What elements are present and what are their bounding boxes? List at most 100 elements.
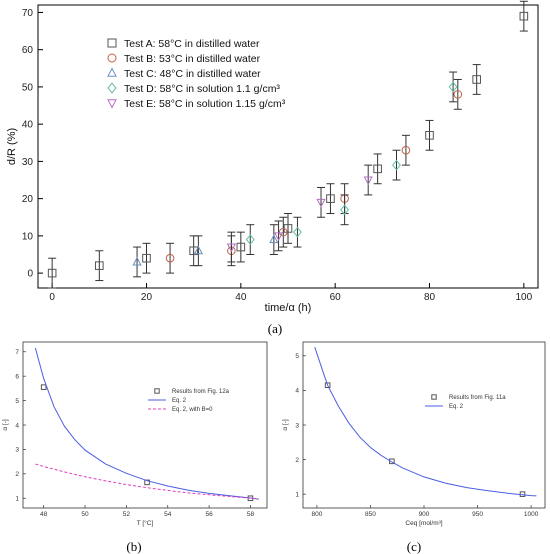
data-point (144, 479, 150, 486)
x-tick-label: 800 (311, 511, 322, 518)
y-tick-label: 10 (22, 231, 34, 242)
x-tick-label: 900 (419, 511, 430, 518)
series-3 (245, 71, 458, 255)
panel-label-b: (b) (126, 539, 141, 554)
legend-marker (431, 394, 437, 400)
data-point (472, 75, 481, 84)
panel-c: 800 850 900 950 1000 1 2 3 4 5 Ceq [mol/m³] α [-] Re… (282, 341, 546, 554)
data-point (316, 198, 326, 208)
y-tick-label: 6 (15, 373, 19, 380)
legend-marker (107, 82, 117, 94)
series-line (35, 463, 259, 500)
x-tick-label: 950 (472, 511, 483, 518)
legend-label: Eq. 2 (449, 404, 464, 410)
data-point (373, 164, 382, 174)
x-tick-label: 54 (164, 511, 172, 518)
series-line (314, 347, 537, 497)
y-tick-label: 0 (27, 269, 33, 280)
panel-label-c: (c) (407, 539, 421, 554)
data-point (40, 384, 47, 390)
y-tick-label: 2 (15, 471, 19, 478)
legend-label: Eq. 2 (172, 398, 187, 404)
y-tick-label: 3 (295, 422, 299, 429)
data-point (132, 256, 142, 266)
legend: Results from Fig. 11a Eq. 2 (425, 394, 506, 410)
legend-label: Test B: 53°C in distilled water (124, 53, 261, 65)
y-tick-label: 40 (22, 120, 34, 131)
data-point (165, 253, 175, 263)
legend: Test A: 58°C in distilled water Test B: 5… (107, 38, 286, 110)
legend-label: Test C: 48°C in distilled water (124, 68, 261, 80)
y-tick-label: 30 (22, 157, 34, 168)
x-tick-label: 52 (123, 511, 131, 518)
x-axis-label: T [°C] (137, 519, 154, 527)
y-axis-label: α [-] (282, 419, 289, 431)
y-tick-label: 3 (15, 447, 19, 454)
data-point (273, 232, 284, 242)
series-line (34, 347, 259, 500)
x-tick-label: 60 (330, 292, 342, 303)
panel-label-a: (a) (268, 321, 282, 336)
x-tick-label: 850 (365, 511, 376, 518)
data-point (226, 243, 237, 253)
y-tick-label: 4 (295, 388, 299, 395)
data-point (392, 159, 401, 171)
x-tick-label: 50 (81, 511, 89, 518)
plot-frame (302, 341, 546, 509)
legend-label: Results from Fig. 12a (172, 389, 230, 395)
x-tick-label: 20 (141, 292, 153, 303)
data-point (340, 204, 350, 216)
legend-marker (107, 99, 117, 109)
y-tick-label: 1 (295, 491, 299, 498)
data-point (448, 81, 458, 93)
x-axis-label: time/α (h) (265, 302, 312, 314)
y-tick-label: 60 (22, 45, 34, 56)
y-tick-label: 20 (22, 194, 34, 205)
legend-marker (107, 38, 117, 48)
data-point (401, 145, 411, 155)
series-2 (132, 224, 279, 278)
data-point (278, 227, 288, 237)
x-axis-label: Ceq [mol/m³] (405, 520, 442, 527)
data-point (326, 194, 335, 203)
data-point (292, 226, 302, 238)
y-axis-label: d/R (%) (6, 128, 18, 165)
y-tick-label: 5 (295, 353, 299, 360)
data-point (47, 268, 57, 278)
data-point (324, 382, 331, 389)
y-tick-label: 50 (22, 82, 34, 93)
legend-label: Test D: 58°C in solution 1.1 g/cm³ (124, 83, 280, 95)
legend-label: Test E: 58°C in solution 1.15 g/cm³ (124, 98, 286, 110)
x-tick-label: 58 (247, 511, 255, 518)
x-tick-label: 48 (40, 511, 48, 518)
series-0 (47, 0, 529, 289)
legend-marker (154, 388, 160, 394)
y-tick-label: 4 (15, 422, 19, 429)
legend: Results from Fig. 12a Eq. 2 Eq. 2, with B=… (148, 388, 230, 413)
x-tick-label: 56 (205, 511, 213, 518)
series-4 (226, 164, 373, 263)
data-point (142, 253, 151, 263)
data-point (389, 458, 395, 465)
y-axis-label: α [-] (2, 419, 9, 431)
legend-marker (107, 53, 117, 63)
y-tick-label: 2 (295, 457, 299, 464)
data-point (193, 245, 204, 255)
x-tick-label: 100 (516, 292, 533, 303)
x-tick-label: 1000 (524, 511, 539, 518)
legend-label: Eq. 2, with B=0 (172, 407, 213, 413)
data-point (189, 246, 198, 256)
x-tick-label: 80 (424, 292, 436, 303)
x-tick-label: 0 (49, 292, 55, 303)
plot-frame (37, 4, 539, 289)
data-point (425, 131, 434, 140)
data-point (236, 242, 246, 252)
legend-label: Results from Fig. 11a (449, 395, 506, 401)
y-tick-label: 5 (15, 398, 19, 405)
data-point (269, 234, 279, 244)
y-tick-label: 7 (15, 349, 19, 356)
y-tick-label: 1 (15, 496, 19, 503)
data-point (95, 261, 104, 270)
